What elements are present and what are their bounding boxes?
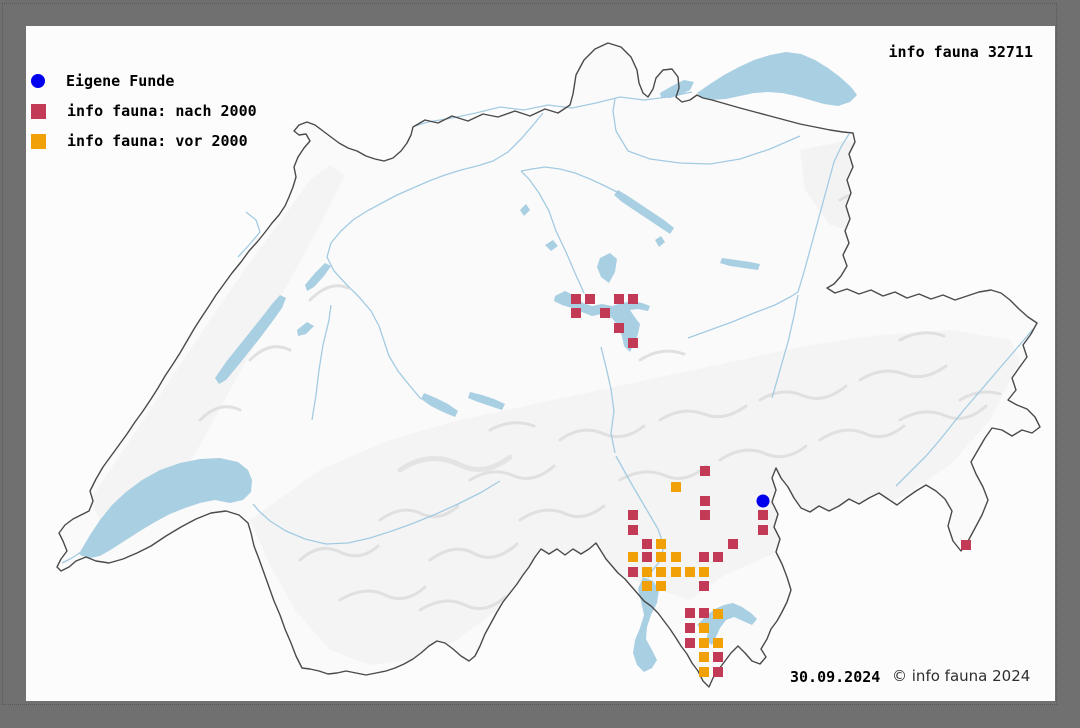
record-square-vor-2000 (685, 567, 695, 577)
record-square-nach-2000 (699, 581, 709, 591)
species-reference: info fauna 32711 (888, 43, 1034, 61)
record-square-vor-2000 (628, 552, 638, 562)
record-square-nach-2000 (628, 567, 638, 577)
own-record-marker-icon (31, 74, 45, 88)
lake-biel (305, 263, 331, 291)
record-square-vor-2000 (671, 482, 681, 492)
record-square-nach-2000 (700, 466, 710, 476)
rivers-layer (61, 91, 1034, 579)
record-square-nach-2000 (685, 638, 695, 648)
record-square-nach-2000 (758, 510, 768, 520)
record-square-nach-2000 (685, 623, 695, 633)
record-square-nach-2000 (628, 525, 638, 535)
lake-zurich (614, 190, 674, 234)
lake-murten (297, 322, 314, 336)
record-square-vor-2000 (713, 638, 723, 648)
river-aare (326, 112, 544, 400)
lake-sempach (545, 240, 558, 251)
record-square-vor-2000 (656, 581, 666, 591)
legend-label: info fauna: nach 2000 (67, 102, 257, 120)
legend-item-vor-2000: info fauna: vor 2000 (31, 132, 248, 150)
river-reuss (600, 346, 616, 454)
record-square-vor-2000 (699, 567, 709, 577)
own-record-dot (756, 494, 770, 508)
record-square-vor-2000 (656, 539, 666, 549)
record-square-nach-2000 (728, 539, 738, 549)
record-square-nach-2000 (699, 608, 709, 618)
record-square-nach-2000 (585, 294, 595, 304)
record-square-nach-2000 (758, 525, 768, 535)
record-square-nach-2000 (700, 510, 710, 520)
record-square-nach-2000 (685, 608, 695, 618)
country-border (56, 42, 1041, 688)
record-square-nach-2000 (700, 496, 710, 506)
river-rhone (252, 480, 501, 545)
river-ticino (615, 455, 665, 579)
record-square-vor-2000 (671, 552, 681, 562)
record-square-nach-2000 (961, 540, 971, 550)
lake-lucerne (554, 291, 650, 352)
record-square-vor-2000 (656, 567, 666, 577)
legend-label: Eigene Funde (66, 72, 175, 90)
record-square-nach-2000 (642, 539, 652, 549)
record-square-nach-2000 (713, 552, 723, 562)
record-square-vor-2000 (699, 623, 709, 633)
copyright-notice: © info fauna 2024 (892, 667, 1031, 685)
lake-hallwil (520, 204, 530, 216)
record-square-nach-2000 (699, 552, 709, 562)
lake-neuchatel (215, 295, 286, 384)
legend-item-eigene-funde: Eigene Funde (31, 72, 175, 90)
after-2000-marker-icon (31, 103, 46, 119)
record-square-vor-2000 (671, 567, 681, 577)
lake-constance (697, 52, 857, 106)
lake-geneva (78, 458, 252, 558)
legend-label: info fauna: vor 2000 (67, 132, 248, 150)
record-square-nach-2000 (642, 552, 652, 562)
lakes-layer (78, 52, 857, 672)
record-square-nach-2000 (713, 652, 723, 662)
record-square-vor-2000 (699, 652, 709, 662)
record-square-nach-2000 (571, 308, 581, 318)
lake-maggiore (633, 577, 659, 672)
record-square-nach-2000 (628, 294, 638, 304)
river-thur (612, 98, 801, 165)
record-square-nach-2000 (628, 338, 638, 348)
before-2000-marker-icon (31, 133, 46, 149)
legend-item-nach-2000: info fauna: nach 2000 (31, 102, 257, 120)
record-square-vor-2000 (713, 609, 723, 619)
lake-zug (597, 253, 617, 283)
lake-brienz (468, 392, 505, 410)
record-square-vor-2000 (642, 567, 652, 577)
lake-thun (421, 393, 458, 417)
record-square-vor-2000 (699, 667, 709, 677)
lake-sihl (655, 236, 665, 247)
record-square-nach-2000 (713, 667, 723, 677)
record-square-nach-2000 (614, 323, 624, 333)
lake-lugano (697, 603, 757, 645)
record-square-vor-2000 (642, 581, 652, 591)
record-square-vor-2000 (656, 552, 666, 562)
river-rhine (687, 133, 850, 339)
record-square-vor-2000 (699, 638, 709, 648)
lake-walen (720, 258, 760, 270)
points-layer (571, 294, 971, 677)
record-square-nach-2000 (600, 308, 610, 318)
record-square-nach-2000 (571, 294, 581, 304)
lake-untersee (660, 80, 694, 98)
record-square-nach-2000 (614, 294, 624, 304)
river-inn (895, 328, 1034, 487)
map-date: 30.09.2024 (790, 668, 881, 686)
record-square-nach-2000 (628, 510, 638, 520)
